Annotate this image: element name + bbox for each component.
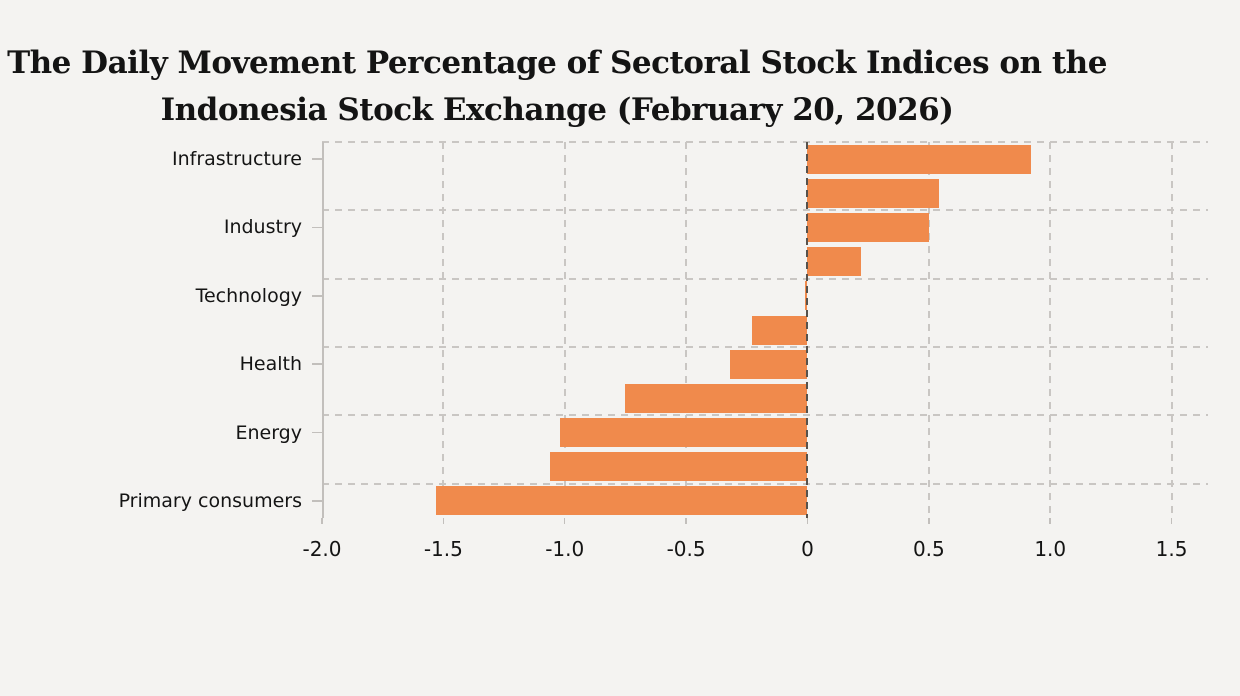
- bar: [807, 212, 929, 242]
- h-gridline: [322, 141, 1208, 143]
- x-tick: [928, 518, 930, 524]
- x-tick-label: -1.0: [545, 537, 585, 561]
- y-tick-label: Industry: [223, 216, 302, 239]
- x-tick: [442, 518, 445, 524]
- bar: [729, 349, 808, 379]
- y-tick-label: Technology: [195, 284, 302, 307]
- h-gridline: [322, 414, 1208, 417]
- h-gridline: [322, 277, 1208, 280]
- chart-title-line1: The Daily Movement Percentage of Sectora…: [7, 45, 1107, 81]
- y-tick-label: Health: [239, 353, 302, 376]
- x-tick-label: 0.5: [912, 537, 945, 561]
- x-tick-label: -1.5: [423, 537, 463, 561]
- y-tick: [312, 158, 322, 160]
- x-tick: [1170, 518, 1173, 524]
- zero-line: [806, 142, 809, 518]
- h-gridline: [322, 482, 1208, 485]
- v-gridline: [563, 142, 566, 518]
- y-tick-label: Energy: [235, 421, 302, 444]
- v-gridline: [1049, 142, 1052, 518]
- y-tick: [312, 431, 322, 434]
- y-axis-spine: [322, 142, 324, 518]
- bar: [807, 247, 861, 277]
- h-gridline: [322, 209, 1208, 212]
- bar: [436, 486, 808, 516]
- x-tick: [1049, 518, 1051, 524]
- bar: [625, 383, 808, 413]
- v-gridline: [1170, 142, 1173, 518]
- v-gridline: [442, 142, 445, 518]
- bar: [807, 144, 1031, 174]
- y-tick-label: Primary consumers: [118, 489, 302, 512]
- v-gridline: [685, 142, 688, 518]
- x-tick-label: 0: [801, 537, 814, 561]
- x-tick: [685, 518, 687, 524]
- y-tick: [312, 500, 322, 502]
- x-tick: [806, 518, 809, 524]
- chart-title-line2: Indonesia Stock Exchange (February 20, 2…: [160, 92, 954, 128]
- x-tick-label: -2.0: [302, 537, 342, 561]
- x-tick-label: 1.0: [1034, 537, 1067, 561]
- bar: [559, 418, 808, 448]
- x-tick: [563, 518, 566, 524]
- x-tick: [321, 518, 323, 524]
- y-tick: [312, 363, 322, 365]
- bar: [805, 281, 808, 311]
- bar: [550, 452, 808, 482]
- y-tick: [312, 226, 322, 229]
- v-gridline: [927, 142, 930, 518]
- y-tick-label: Infrastructure: [171, 148, 302, 171]
- x-tick-label: 1.5: [1155, 537, 1188, 561]
- y-tick: [312, 295, 322, 297]
- chart-title: The Daily Movement Percentage of Sectora…: [0, 40, 1114, 134]
- bar: [751, 315, 808, 345]
- x-tick-label: -0.5: [666, 537, 706, 561]
- h-gridline: [322, 346, 1208, 349]
- bar: [807, 178, 939, 208]
